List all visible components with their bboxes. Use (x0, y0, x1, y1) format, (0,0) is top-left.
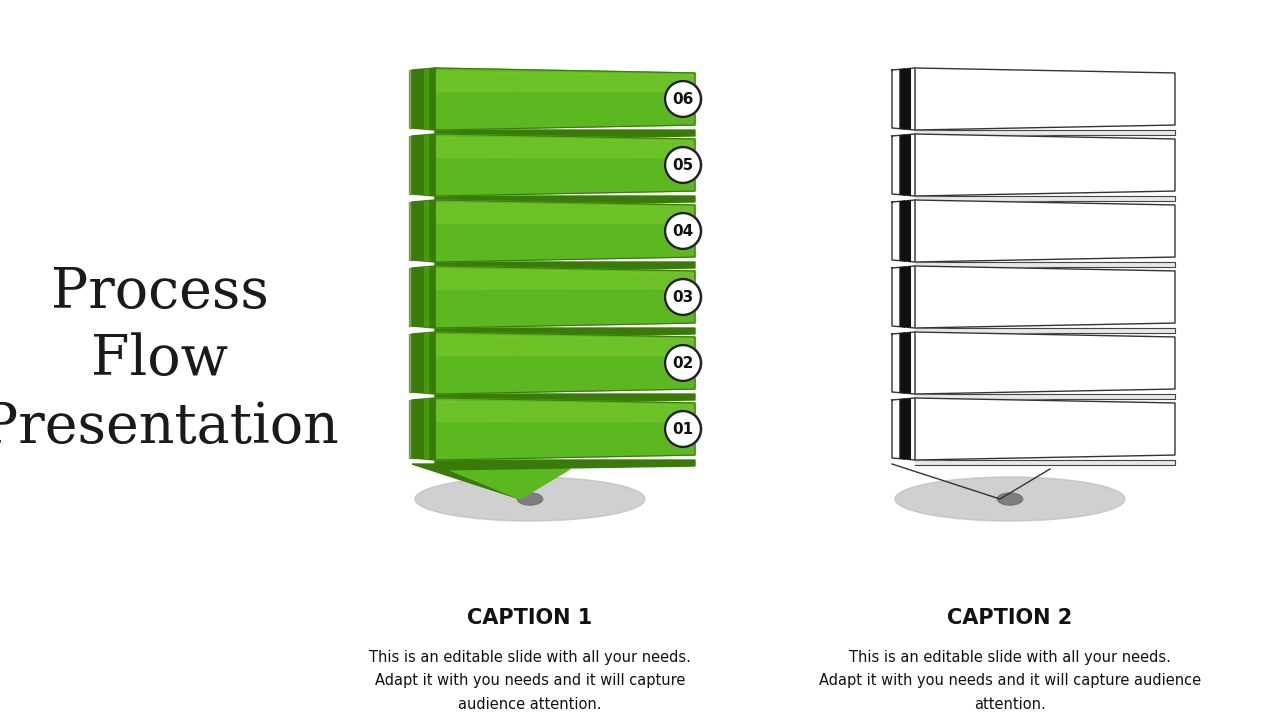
Polygon shape (425, 267, 429, 327)
Polygon shape (892, 332, 915, 394)
Circle shape (666, 213, 701, 249)
Polygon shape (435, 266, 695, 328)
Polygon shape (892, 68, 915, 130)
Polygon shape (915, 398, 1175, 460)
Polygon shape (900, 267, 905, 327)
Polygon shape (435, 398, 695, 460)
Text: 06: 06 (672, 91, 694, 107)
Polygon shape (410, 334, 412, 392)
Polygon shape (436, 203, 692, 223)
Polygon shape (900, 399, 905, 459)
Polygon shape (436, 401, 692, 421)
Polygon shape (410, 70, 412, 128)
Polygon shape (425, 399, 429, 459)
Ellipse shape (895, 477, 1125, 521)
Polygon shape (410, 400, 412, 458)
Circle shape (666, 345, 701, 381)
Polygon shape (410, 202, 412, 260)
Ellipse shape (415, 477, 645, 521)
Text: 02: 02 (672, 356, 694, 371)
Polygon shape (436, 71, 692, 91)
Polygon shape (425, 333, 429, 393)
Polygon shape (425, 69, 429, 129)
Text: 04: 04 (672, 223, 694, 238)
Circle shape (666, 147, 701, 183)
Circle shape (666, 411, 701, 447)
Polygon shape (892, 266, 915, 328)
Polygon shape (900, 201, 905, 261)
Polygon shape (412, 200, 435, 262)
Polygon shape (435, 130, 695, 140)
Text: 01: 01 (672, 421, 694, 436)
Ellipse shape (997, 493, 1023, 505)
Polygon shape (436, 335, 692, 356)
Polygon shape (905, 399, 910, 459)
Polygon shape (412, 464, 520, 499)
Polygon shape (435, 200, 695, 262)
Polygon shape (435, 134, 695, 196)
Polygon shape (410, 268, 412, 326)
Text: 05: 05 (672, 158, 694, 173)
Text: 03: 03 (672, 289, 694, 305)
Polygon shape (435, 394, 695, 404)
Polygon shape (410, 136, 412, 194)
Polygon shape (436, 137, 692, 158)
Polygon shape (412, 134, 435, 196)
Circle shape (666, 81, 701, 117)
Polygon shape (905, 135, 910, 195)
Polygon shape (915, 68, 1175, 130)
Text: CAPTION 1: CAPTION 1 (467, 608, 593, 628)
Circle shape (666, 279, 701, 315)
Text: This is an editable slide with all your needs.
Adapt it with you needs and it wi: This is an editable slide with all your … (819, 650, 1201, 712)
Polygon shape (412, 332, 435, 394)
Polygon shape (915, 332, 1175, 394)
Polygon shape (905, 333, 910, 393)
Polygon shape (435, 328, 695, 338)
Polygon shape (915, 328, 1175, 333)
Polygon shape (905, 69, 910, 129)
Polygon shape (915, 130, 1175, 135)
Polygon shape (412, 266, 435, 328)
Polygon shape (900, 333, 905, 393)
Polygon shape (425, 201, 429, 261)
Polygon shape (435, 460, 695, 470)
Polygon shape (915, 200, 1175, 262)
Polygon shape (900, 69, 905, 129)
Polygon shape (905, 267, 910, 327)
Polygon shape (436, 269, 692, 289)
Ellipse shape (517, 493, 543, 505)
Polygon shape (915, 262, 1175, 267)
Polygon shape (915, 196, 1175, 201)
Polygon shape (435, 332, 695, 394)
Polygon shape (412, 398, 435, 460)
Polygon shape (425, 135, 429, 195)
Polygon shape (915, 460, 1175, 465)
Polygon shape (915, 394, 1175, 399)
Polygon shape (435, 196, 695, 206)
Polygon shape (435, 262, 695, 272)
Polygon shape (412, 68, 435, 130)
Polygon shape (435, 464, 570, 499)
Text: This is an editable slide with all your needs.
Adapt it with you needs and it wi: This is an editable slide with all your … (369, 650, 691, 712)
Polygon shape (892, 200, 915, 262)
Polygon shape (900, 135, 905, 195)
Polygon shape (892, 398, 915, 460)
Polygon shape (435, 68, 695, 130)
Text: Process
Flow
Presentation: Process Flow Presentation (0, 265, 339, 455)
Polygon shape (915, 134, 1175, 196)
Polygon shape (915, 266, 1175, 328)
Text: CAPTION 2: CAPTION 2 (947, 608, 1073, 628)
Polygon shape (892, 134, 915, 196)
Polygon shape (905, 201, 910, 261)
